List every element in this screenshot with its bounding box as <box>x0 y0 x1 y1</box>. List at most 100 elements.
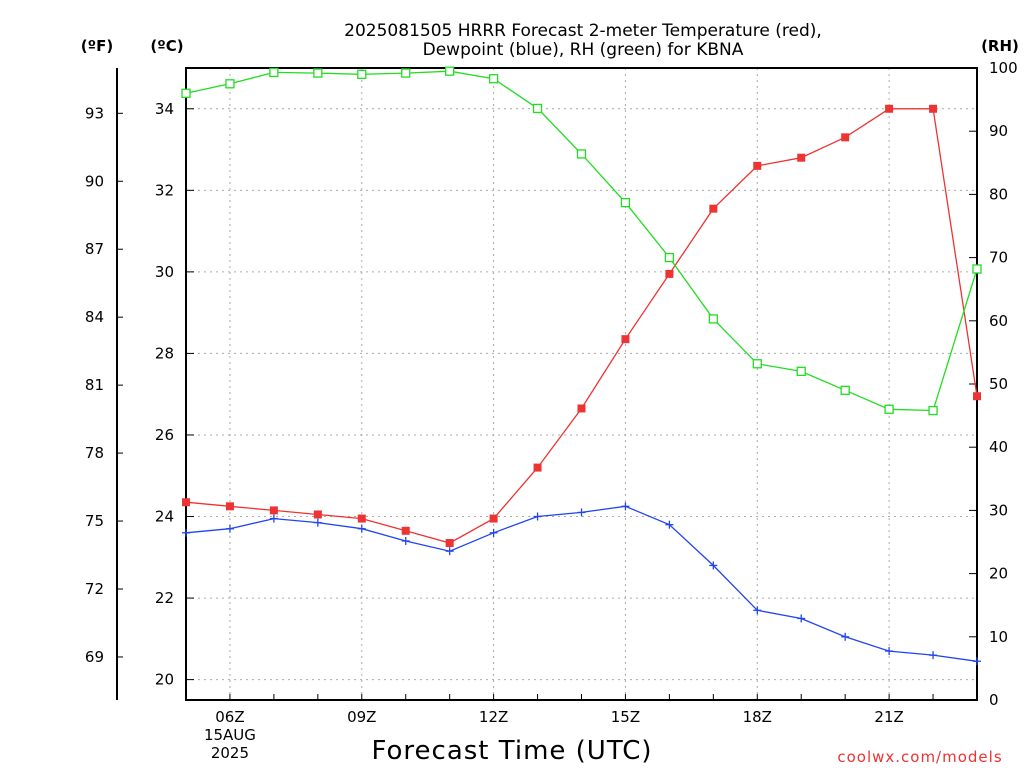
rh-point <box>620 197 631 208</box>
celsius-tick-label: 28 <box>155 344 174 362</box>
chart-title-line-2: Dewpoint (blue), RH (green) for KBNA <box>423 40 744 60</box>
celsius-tick-label: 24 <box>155 508 174 526</box>
dewpoint-point <box>489 528 498 537</box>
fahrenheit-tick-label: 78 <box>85 444 104 462</box>
axes <box>116 67 978 701</box>
temperature-point <box>225 502 234 511</box>
temperature-point <box>841 133 850 142</box>
x-tick-label: 12Z <box>479 708 508 726</box>
temperature-point <box>929 104 938 113</box>
x-tick-label: 21Z <box>874 708 903 726</box>
fahrenheit-tick-label: 93 <box>85 104 104 122</box>
dewpoint-point <box>753 606 762 615</box>
temperature-point <box>269 506 278 515</box>
temperature-point <box>709 204 718 213</box>
dewpoint-point <box>797 614 806 623</box>
rh-point <box>357 69 367 79</box>
x-tick-label: 15AUG <box>204 726 256 744</box>
rh-point <box>576 149 587 159</box>
x-tick-label: 09Z <box>347 708 376 726</box>
rh-tick-label: 70 <box>989 249 1008 267</box>
rh-line <box>185 70 978 412</box>
fahrenheit-tick-label: 75 <box>85 512 104 530</box>
dewpoint-point <box>401 536 410 545</box>
dewpoint-point <box>665 520 674 529</box>
temperature-line <box>185 108 978 544</box>
temperature-point <box>885 104 894 113</box>
credit-text: coolwx.com/models <box>837 748 1002 766</box>
temperature-point <box>445 539 454 548</box>
rh-point <box>884 404 894 414</box>
rh-tick-label: 100 <box>989 59 1018 77</box>
celsius-tick-label: 22 <box>155 589 174 607</box>
rh-point <box>225 79 235 89</box>
dewpoint-line <box>185 505 978 662</box>
temperature-point <box>357 514 366 523</box>
dewpoint-point <box>182 528 190 537</box>
rh-unit-label: (RH) <box>981 37 1019 55</box>
chart-title-line-1: 2025081505 HRRR Forecast 2-meter Tempera… <box>344 21 822 41</box>
x-tick-label: 18Z <box>743 708 772 726</box>
dewpoint-point <box>269 514 278 523</box>
temperature-point <box>973 392 981 401</box>
temperature-point <box>577 404 586 413</box>
x-tick-label: 15Z <box>611 708 640 726</box>
temperature-point <box>621 335 630 344</box>
rh-point <box>664 252 675 263</box>
x-tick-label: 2025 <box>211 744 249 762</box>
series-layer <box>181 66 982 666</box>
x-tick-label: 06Z <box>215 708 244 726</box>
temperature-point <box>489 514 498 523</box>
rh-point <box>708 314 718 324</box>
rh-point <box>532 103 543 114</box>
fahrenheit-tick-label: 87 <box>85 240 104 258</box>
fahrenheit-tick-label: 81 <box>85 376 104 394</box>
fahrenheit-tick-label: 84 <box>85 308 104 326</box>
dewpoint-point <box>885 647 894 656</box>
fahrenheit-tick-label: 90 <box>85 172 104 190</box>
celsius-unit-label: (ºC) <box>150 37 183 55</box>
rh-tick-label: 60 <box>989 312 1008 330</box>
rh-point <box>840 385 850 395</box>
dewpoint-point <box>973 657 981 666</box>
celsius-tick-label: 32 <box>155 181 174 199</box>
temperature-point <box>313 510 322 519</box>
rh-point <box>313 68 323 78</box>
rh-tick-label: 20 <box>989 565 1008 583</box>
rh-point <box>928 405 938 416</box>
rh-point <box>488 74 499 84</box>
temperature-point <box>401 526 410 535</box>
rh-point <box>181 88 191 98</box>
dewpoint-point <box>533 512 542 521</box>
rh-point <box>796 366 806 377</box>
temperature-point <box>533 463 542 472</box>
dewpoint-point <box>709 561 718 570</box>
x-axis-label: Forecast Time (UTC) <box>371 736 652 766</box>
rh-point <box>269 67 279 78</box>
temperature-point <box>665 269 674 278</box>
dewpoint-point <box>225 524 234 533</box>
celsius-tick-label: 26 <box>155 426 174 444</box>
rh-tick-label: 50 <box>989 375 1008 393</box>
fahrenheit-tick-label: 72 <box>85 580 104 598</box>
rh-tick-label: 10 <box>989 628 1008 646</box>
dewpoint-point <box>577 508 586 517</box>
rh-tick-label: 40 <box>989 438 1008 456</box>
dewpoint-point <box>929 651 938 660</box>
dewpoint-point <box>357 524 366 533</box>
dewpoint-point <box>313 518 322 527</box>
tick-labels: 20 22 24 26 28 30 32 34 69 72 75 78 81 84 87 90 93 0 10 20 3… <box>85 59 1018 762</box>
fahrenheit-unit-label: (ºF) <box>81 37 113 55</box>
rh-tick-label: 90 <box>989 122 1008 140</box>
grid-lines <box>186 68 977 700</box>
rh-tick-label: 30 <box>989 501 1008 519</box>
dewpoint-point <box>621 502 630 511</box>
celsius-tick-label: 34 <box>155 100 174 118</box>
rh-point <box>445 66 455 76</box>
rh-tick-label: 80 <box>989 185 1008 203</box>
temperature-point <box>797 153 806 162</box>
fahrenheit-tick-label: 69 <box>85 648 104 666</box>
plot-frame <box>185 67 978 701</box>
rh-tick-label: 0 <box>989 691 999 709</box>
